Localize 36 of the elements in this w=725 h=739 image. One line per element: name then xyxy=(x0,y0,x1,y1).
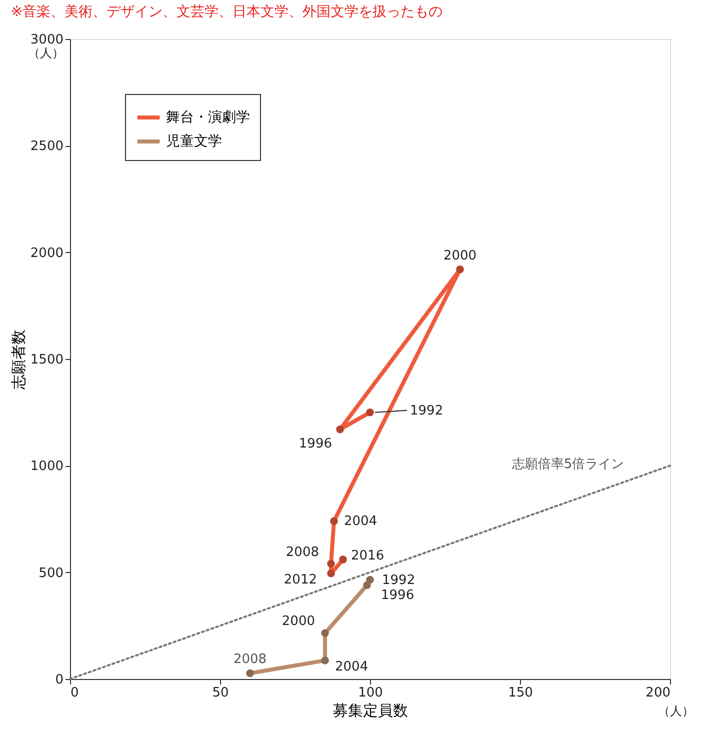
legend-label: 児童文学 xyxy=(166,134,222,150)
annotation: 2012 xyxy=(284,572,317,588)
annotation: 1992 xyxy=(410,403,444,418)
x-tick-label: 100 xyxy=(358,686,383,700)
point xyxy=(246,669,254,678)
legend-label: 舞台・演劇学 xyxy=(166,110,250,126)
x-tick-label: 50 xyxy=(212,686,229,700)
y-tick-label: 2000 xyxy=(30,246,64,261)
x-tick-label: 150 xyxy=(508,686,533,700)
x-axis-title: 募集定員数 xyxy=(333,702,408,720)
point xyxy=(321,656,329,664)
annotation: 2016 xyxy=(351,548,384,564)
y-tick-label: 3000 xyxy=(30,32,64,48)
annotation: 1992 xyxy=(382,572,416,588)
annotation: 1996 xyxy=(381,588,414,604)
annotation: 2008 xyxy=(233,652,267,668)
text: （人） xyxy=(658,704,694,718)
point xyxy=(321,629,329,637)
x-tick-label: 0 xyxy=(70,686,79,700)
y-tick-label: 2500 xyxy=(30,139,64,154)
annotation: 2000 xyxy=(282,614,315,630)
y-tick-label: 1000 xyxy=(30,459,64,474)
y-tick-label: 0 xyxy=(55,672,64,688)
annotation: 2004 xyxy=(344,514,378,530)
annotation: 志願倍率5倍ライン xyxy=(512,456,624,472)
annotation: 1996 xyxy=(298,436,332,452)
annotation: 2000 xyxy=(443,248,477,264)
x-tick-label: 200 xyxy=(646,686,670,700)
text: （人） xyxy=(28,46,64,60)
y-tick-label: 1500 xyxy=(30,352,64,368)
annotation: 2008 xyxy=(286,544,319,560)
y-axis-title: 志願者数 xyxy=(9,330,28,390)
point xyxy=(363,581,371,589)
text: ※音楽、美術、デザイン、文芸学、日本文学、外国文学を扱ったもの xyxy=(10,4,443,20)
y-tick-label: 500 xyxy=(38,566,64,581)
annotation: 2004 xyxy=(335,659,368,674)
